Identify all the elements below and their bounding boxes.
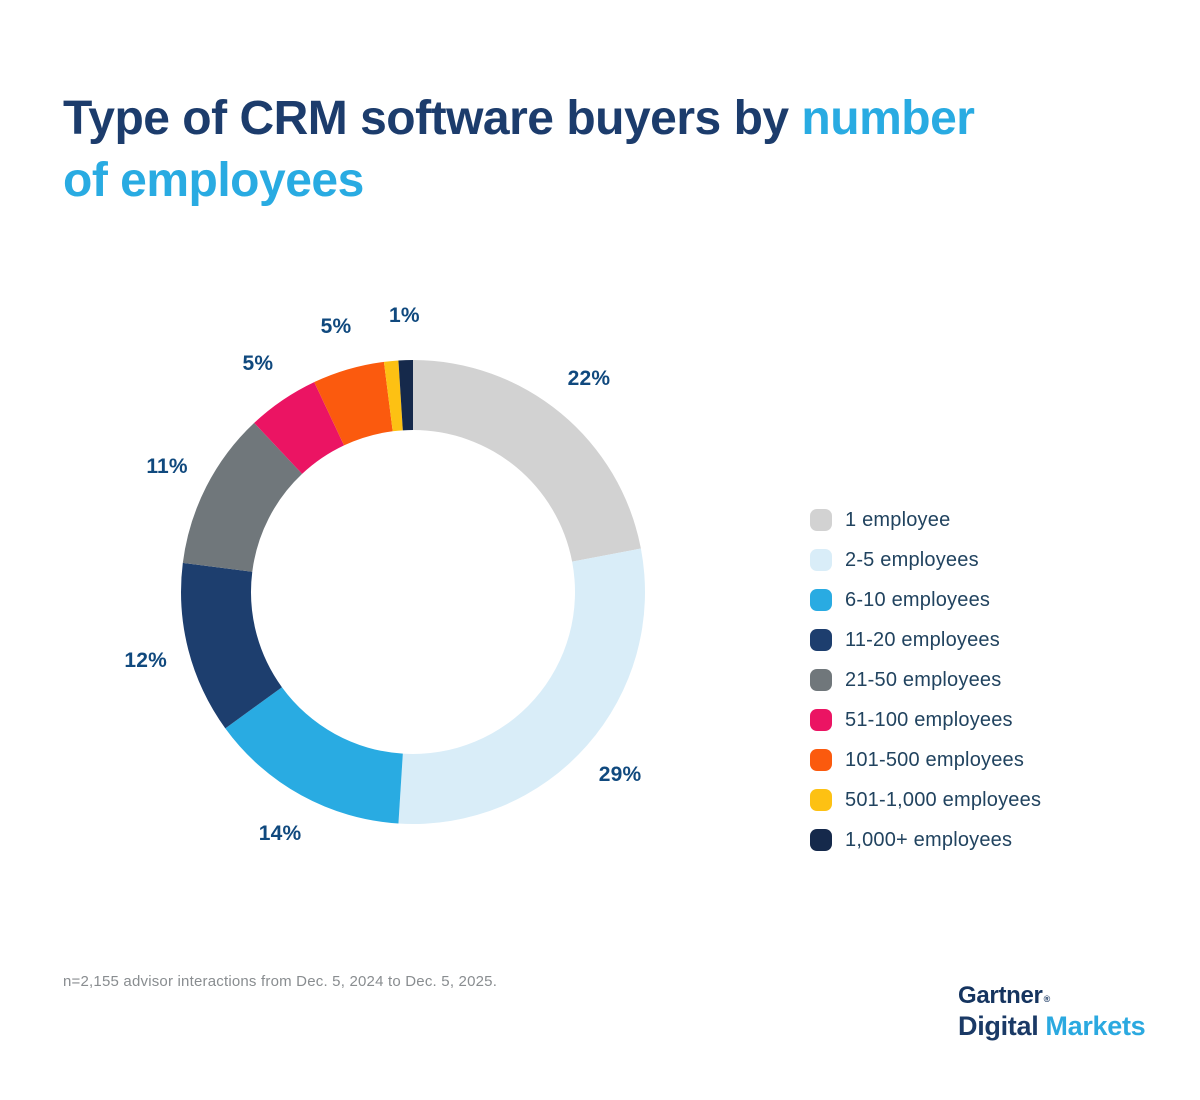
donut-slice-3 [181,562,282,729]
gartner-wordmark: Gartner® [958,982,1145,1010]
slice-value-label: 11% [146,454,188,478]
legend-item: 11-20 employees [810,620,1041,660]
legend-swatch [810,789,832,811]
legend-label: 101-500 employees [845,748,1025,771]
legend-label: 11-20 employees [845,628,1000,651]
digital-markets-wordmark: Digital Markets [958,1011,1146,1042]
legend-swatch [810,669,832,691]
slice-value-label: 12% [124,648,167,672]
legend-swatch [810,509,832,531]
legend-label: 501-1,000 employees [845,788,1042,811]
gartner-digital-markets-logo: Gartner® Digital Markets [958,982,1146,1042]
legend-label: 51-100 employees [845,708,1013,731]
legend-item: 2-5 employees [810,540,1041,580]
legend-item: 21-50 employees [810,660,1041,700]
slice-value-label: 1% [388,304,420,328]
legend-label: 1 employee [845,508,951,531]
legend-swatch [810,589,832,611]
title-line-2: of employees [63,150,1153,212]
legend-label: 21-50 employees [845,668,1002,691]
donut-slice-5 [254,382,345,474]
legend-item: 1,000+ employees [810,820,1041,860]
slice-value-label: 29% [598,762,642,786]
title-line-1: Type of CRM software buyers by number [63,88,1153,150]
title-accent-text-1: number [801,92,975,145]
chart-title: Type of CRM software buyers by number of… [63,88,1153,212]
slice-value-label: 22% [567,367,611,391]
footnote: n=2,155 advisor interactions from Dec. 5… [63,973,498,990]
legend-item: 501-1,000 employees [810,780,1041,820]
donut-chart: 22% 29% 14% 12% 11% 5% 5% 1% [124,304,693,872]
legend-swatch [810,709,832,731]
legend-label: 2-5 employees [845,548,979,571]
legend-item: 6-10 employees [810,580,1041,620]
donut-slice-8 [398,360,413,431]
donut-slice-6 [314,361,393,446]
legend-label: 1,000+ employees [845,828,1013,851]
logo-markets-text: Markets [1045,1011,1146,1041]
legend: 1 employee 2-5 employees 6-10 employees … [810,500,1041,860]
legend-swatch [810,549,832,571]
donut-svg [181,360,646,824]
legend-swatch [810,749,832,771]
legend-item: 1 employee [810,500,1041,540]
slice-value-label: 5% [320,314,352,338]
title-dark-text: Type of CRM software buyers by [63,92,802,145]
donut-slice-7 [383,360,403,432]
registered-mark: ® [1043,994,1051,1004]
title-accent-text-2: of employees [63,154,364,207]
legend-swatch [810,629,832,651]
legend-item: 51-100 employees [810,700,1041,740]
donut-slice-2 [225,687,403,824]
donut-slice-4 [182,422,303,572]
legend-swatch [810,829,832,851]
legend-item: 101-500 employees [810,740,1041,780]
donut-slice-0 [413,360,641,562]
slice-value-label: 14% [258,821,302,845]
slice-value-label: 5% [242,351,274,375]
donut-slice-1 [398,548,646,824]
logo-digital-text: Digital [958,1011,1039,1041]
legend-label: 6-10 employees [845,588,991,611]
gartner-brand-text: Gartner [958,982,1043,1009]
